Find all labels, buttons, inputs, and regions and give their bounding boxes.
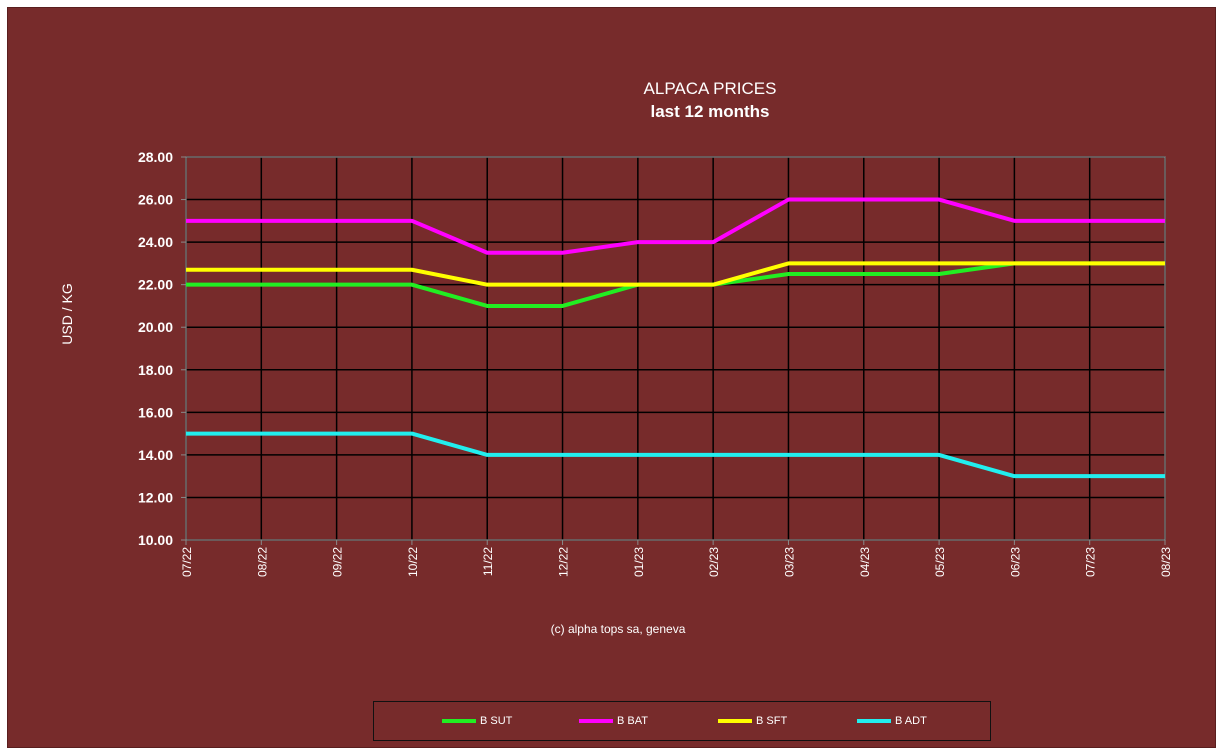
legend-item: B SFT (718, 702, 787, 740)
y-tick-label: 18.00 (138, 362, 173, 378)
y-tick-label: 26.00 (138, 192, 173, 208)
y-tick-label: 12.00 (138, 489, 173, 505)
legend-label: B BAT (617, 715, 648, 727)
y-tick-label: 20.00 (138, 319, 173, 335)
y-tick-label: 14.00 (138, 447, 173, 463)
legend-item: B ADT (857, 702, 927, 740)
y-tick-label: 24.00 (138, 234, 173, 250)
x-tick-label: 09/22 (331, 547, 345, 577)
x-axis-ticks: 07/22 08/22 09/22 10/22 11/22 12/22 01/23 02/23… (180, 540, 1173, 577)
plot-border (185, 156, 1166, 541)
x-tick-label: 06/23 (1008, 547, 1022, 577)
y-tick-label: 22.00 (138, 277, 173, 293)
legend-swatch (579, 719, 613, 723)
series-lines (186, 197, 1165, 479)
legend-swatch (718, 719, 752, 723)
x-tick-label: 01/23 (632, 547, 646, 577)
x-tick-label: 02/23 (707, 547, 721, 577)
legend-swatch (857, 719, 891, 723)
x-tick-label: 03/23 (782, 547, 796, 577)
x-tick-label: 07/22 (180, 547, 194, 577)
series-line-b-adt (186, 431, 1165, 479)
y-tick-label: 16.00 (138, 404, 173, 420)
chart-title: ALPACA PRICES (644, 79, 777, 98)
x-tick-label: 11/22 (481, 547, 495, 576)
legend-label: B SFT (756, 715, 788, 727)
legend-item: B BAT (579, 702, 648, 740)
x-tick-label: 12/22 (557, 547, 571, 577)
y-axis-label: USD / KG (59, 283, 75, 344)
x-tick-label: 05/23 (933, 547, 947, 577)
x-tick-label: 08/23 (1159, 547, 1173, 577)
plot-area (186, 157, 1165, 540)
chart-subtitle: last 12 months (650, 102, 769, 121)
x-tick-label: 10/22 (406, 547, 420, 577)
legend-label: B ADT (895, 715, 927, 727)
y-tick-label: 28.00 (138, 149, 173, 165)
legend: B SUT B BAT B SFT B ADT (373, 701, 991, 741)
legend-label: B SUT (480, 715, 513, 727)
legend-item: B SUT (442, 702, 512, 740)
y-axis-ticks: 10.00 12.00 14.00 16.00 18.00 20.00 22.00 24.00… (138, 149, 186, 548)
x-tick-label: 07/23 (1084, 547, 1098, 577)
x-tick-label: 08/22 (255, 547, 269, 577)
series-line-b-bat (186, 197, 1165, 255)
series-line-b-sft (186, 261, 1165, 287)
y-tick-label: 10.00 (138, 532, 173, 548)
legend-swatch (442, 719, 476, 723)
x-tick-label: 04/23 (858, 547, 872, 577)
credit-text: (c) alpha tops sa, geneva (551, 622, 686, 636)
